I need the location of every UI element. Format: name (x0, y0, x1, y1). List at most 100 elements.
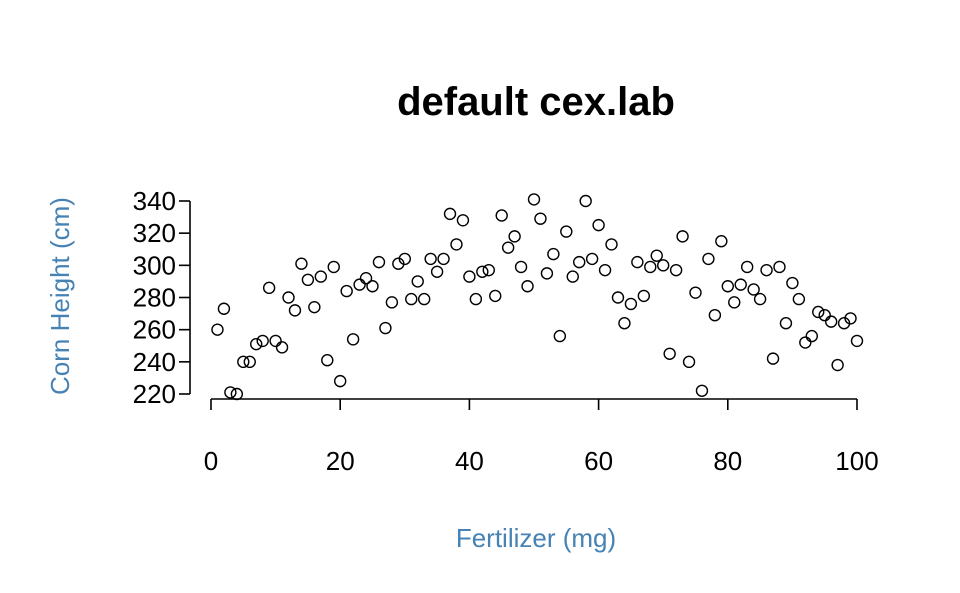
data-point (237, 355, 250, 369)
data-point (288, 304, 302, 317)
data-point (805, 329, 818, 343)
data-point (728, 296, 741, 309)
data-point (573, 255, 586, 269)
data-point (217, 302, 231, 315)
data-point (321, 354, 334, 367)
data-point (275, 341, 289, 354)
y-tick-label: 340 (133, 186, 176, 216)
y-axis-label: Corn Height (cm) (45, 197, 75, 395)
data-point (527, 193, 541, 206)
data-point (702, 252, 715, 266)
data-point (734, 278, 747, 291)
data-point (566, 270, 579, 283)
data-point (812, 305, 825, 319)
data-point (553, 329, 567, 343)
x-tick-label: 20 (326, 446, 355, 476)
data-point (540, 267, 554, 280)
data-point (327, 260, 340, 274)
data-point (450, 238, 463, 251)
data-point (669, 263, 683, 277)
data-point (650, 249, 663, 262)
data-point (398, 252, 411, 266)
data-point (256, 334, 269, 348)
data-point (295, 257, 308, 270)
data-point (411, 275, 424, 288)
data-point (824, 315, 838, 328)
data-point (301, 273, 315, 287)
x-tick-label: 60 (584, 446, 613, 476)
data-point (262, 281, 276, 295)
data-point (501, 241, 515, 254)
x-axis: 0 20 40 60 80 100 (204, 398, 879, 476)
data-point (340, 284, 353, 298)
data-point (456, 214, 470, 227)
data-point (224, 386, 237, 399)
data-point (514, 260, 528, 274)
data-point (534, 212, 547, 225)
y-tick-label: 260 (133, 315, 176, 345)
data-point (695, 384, 709, 397)
data-point (663, 347, 676, 360)
data-point (379, 321, 392, 335)
data-point (585, 252, 599, 266)
data-point (598, 263, 612, 277)
data-point (230, 387, 244, 401)
data-point (385, 296, 399, 309)
data-point (844, 312, 857, 325)
data-point (682, 355, 696, 369)
y-tick-label: 220 (133, 379, 176, 409)
data-point (779, 317, 793, 330)
data-point (605, 238, 618, 251)
data-point (786, 276, 799, 290)
data-point (269, 334, 282, 348)
data-point (657, 259, 670, 272)
data-point (353, 278, 366, 291)
data-point (799, 336, 812, 349)
data-point (243, 355, 256, 369)
x-tick-label: 0 (204, 446, 218, 476)
data-point (508, 230, 521, 243)
data-point (437, 252, 450, 266)
data-point (631, 255, 644, 269)
y-tick-label: 300 (133, 250, 176, 280)
data-point (766, 352, 780, 365)
data-point (760, 263, 773, 277)
data-point (611, 291, 625, 304)
data-point (417, 292, 431, 306)
data-point (469, 292, 483, 306)
data-point (443, 207, 457, 221)
data-point (618, 317, 631, 330)
chart-title: default cex.lab (397, 80, 675, 124)
data-point (463, 270, 476, 283)
y-tick-label: 240 (133, 347, 176, 377)
data-point (366, 280, 379, 293)
data-point (721, 280, 734, 293)
data-point (476, 265, 489, 278)
data-point (831, 358, 844, 372)
data-point (624, 297, 638, 311)
data-point (489, 289, 502, 303)
data-point (430, 265, 444, 278)
x-tick-label: 40 (455, 446, 484, 476)
data-point (753, 292, 767, 306)
data-point (372, 255, 386, 269)
data-point (715, 235, 728, 248)
data-point (334, 374, 347, 388)
data-point (424, 252, 437, 266)
y-tick-label: 320 (133, 218, 176, 248)
data-point (308, 300, 321, 314)
x-tick-label: 80 (713, 446, 742, 476)
data-point (579, 194, 592, 208)
data-point (359, 272, 373, 285)
data-point (250, 337, 263, 351)
data-point (644, 260, 657, 274)
data-point (282, 291, 295, 304)
data-point (747, 283, 760, 296)
data-point (818, 308, 831, 322)
data-point (314, 270, 328, 283)
data-point (792, 292, 806, 306)
data-point (773, 260, 786, 274)
data-point (676, 230, 689, 243)
